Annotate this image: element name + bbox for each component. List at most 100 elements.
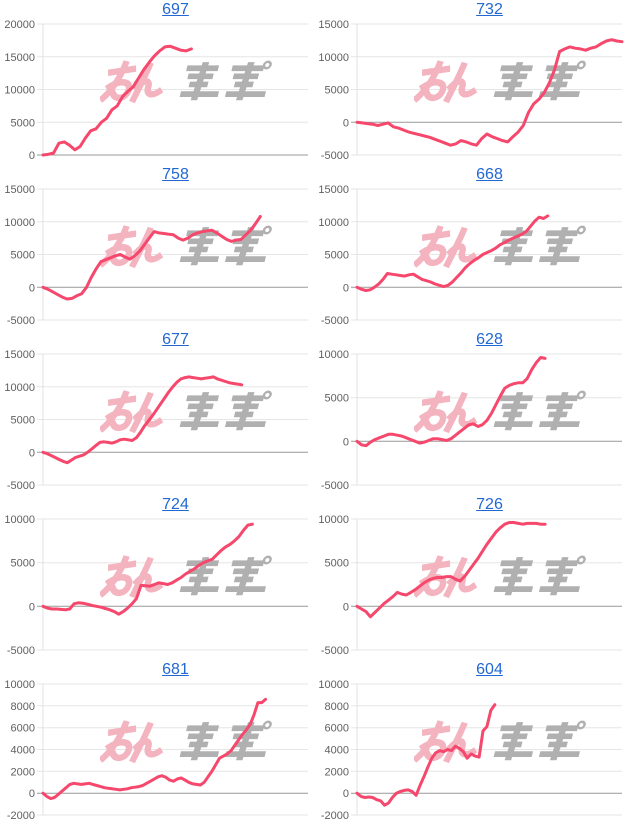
cumulative-series-line [41, 697, 268, 801]
line-chart: 15000 10000 5000 0 -5000 [318, 19, 624, 162]
chart-cell: 697 20000 15000 10000 5000 0 [0, 0, 314, 165]
y-tick-label: -5000 [7, 645, 35, 657]
line-chart: 10000 5000 0 -5000 [318, 349, 622, 492]
y-tick-label: 5000 [325, 393, 349, 405]
chart-title: 732 [357, 0, 622, 20]
y-tick-label: 10000 [318, 52, 349, 64]
y-tick-label: -2000 [7, 810, 35, 822]
cumulative-series-line [355, 521, 547, 619]
chart-cell: 681 10000 8000 6000 4000 2000 0 -2000 [0, 660, 314, 825]
y-tick-label: 5000 [325, 558, 349, 570]
line-chart: 10000 5000 0 -5000 [4, 514, 308, 657]
minrepo-watermark [417, 62, 587, 100]
minrepo-watermark [417, 722, 587, 760]
cumulative-series-line [355, 356, 547, 448]
y-tick-label: 0 [29, 788, 35, 800]
chart-title-link[interactable]: 724 [162, 496, 189, 513]
y-tick-label: -5000 [321, 645, 349, 657]
y-tick-label: 5000 [11, 250, 35, 262]
chart-cell: 732 15000 10000 5000 0 -5000 [314, 0, 628, 165]
y-tick-label: 15000 [4, 184, 35, 196]
chart-title: 677 [43, 330, 308, 350]
chart-title: 604 [357, 660, 622, 680]
chart-title: 724 [43, 495, 308, 515]
cumulative-series-line [41, 44, 193, 157]
y-tick-label: 10000 [318, 514, 349, 526]
y-tick-label: 0 [343, 282, 349, 294]
chart-title-link[interactable]: 681 [162, 661, 189, 678]
y-tick-label: -5000 [321, 150, 349, 162]
y-tick-label: 8000 [325, 701, 349, 713]
minrepo-watermark [417, 392, 587, 430]
cumulative-series-line [355, 214, 550, 292]
cumulative-series-line [41, 375, 244, 465]
y-tick-label: 5000 [11, 558, 35, 570]
chart-cell: 677 15000 10000 5000 0 -5000 [0, 330, 314, 495]
y-tick-label: -5000 [321, 480, 349, 492]
line-chart: 15000 10000 5000 0 -5000 [4, 349, 308, 492]
y-tick-label: 0 [29, 150, 35, 162]
y-tick-label: 5000 [325, 250, 349, 262]
y-tick-label: 10000 [4, 85, 35, 97]
line-chart: 20000 15000 10000 5000 0 [4, 19, 308, 162]
line-chart: 15000 10000 5000 0 -5000 [4, 184, 308, 327]
chart-title: 726 [357, 495, 622, 515]
chart-cell: 604 10000 8000 6000 4000 2000 0 -2000 [314, 660, 628, 825]
y-tick-label: 0 [343, 601, 349, 613]
y-tick-label: 10000 [4, 514, 35, 526]
y-tick-label: 15000 [4, 349, 35, 361]
chart-cell: 758 15000 10000 5000 0 -5000 [0, 165, 314, 330]
chart-title: 697 [43, 0, 308, 20]
y-tick-label: 5000 [11, 415, 35, 427]
minrepo-watermark [103, 557, 273, 595]
chart-title: 681 [43, 660, 308, 680]
y-tick-label: 10000 [4, 679, 35, 691]
chart-cell: 724 10000 5000 0 -5000 [0, 495, 314, 660]
y-tick-label: 4000 [11, 745, 35, 757]
chart-cell: 668 15000 10000 5000 0 -5000 [314, 165, 628, 330]
y-tick-label: -5000 [321, 315, 349, 327]
line-chart: 10000 8000 6000 4000 2000 0 -2000 [4, 679, 308, 822]
y-tick-label: 0 [29, 601, 35, 613]
cumulative-series-line [41, 522, 254, 616]
minrepo-watermark [417, 557, 587, 595]
y-tick-label: 5000 [325, 85, 349, 97]
y-tick-label: 10000 [318, 679, 349, 691]
line-chart: 10000 5000 0 -5000 [318, 514, 622, 657]
y-tick-label: 10000 [318, 349, 349, 361]
minrepo-watermark [103, 62, 273, 100]
chart-title-link[interactable]: 697 [162, 1, 189, 18]
chart-title-link[interactable]: 668 [476, 166, 503, 183]
cumulative-series-line [355, 38, 624, 147]
chart-title-link[interactable]: 628 [476, 331, 503, 348]
y-tick-label: 15000 [4, 52, 35, 64]
y-tick-label: -2000 [321, 810, 349, 822]
y-tick-label: -5000 [7, 480, 35, 492]
chart-title-link[interactable]: 758 [162, 166, 189, 183]
y-tick-label: 15000 [318, 19, 349, 31]
y-tick-label: 6000 [11, 723, 35, 735]
y-tick-label: 10000 [318, 217, 349, 229]
minrepo-watermark [417, 227, 587, 265]
chart-title: 758 [43, 165, 308, 185]
cumulative-series-line [41, 215, 262, 301]
y-tick-label: 0 [343, 117, 349, 129]
y-tick-label: 2000 [325, 766, 349, 778]
chart-title-link[interactable]: 726 [476, 496, 503, 513]
chart-title-link[interactable]: 604 [476, 661, 503, 678]
cumulative-series-line [355, 703, 497, 807]
line-chart: 10000 8000 6000 4000 2000 0 -2000 [318, 679, 622, 822]
y-tick-label: 5000 [11, 117, 35, 129]
chart-title-link[interactable]: 677 [162, 331, 189, 348]
y-tick-label: 0 [343, 788, 349, 800]
minrepo-watermark [103, 392, 273, 430]
chart-cell: 726 10000 5000 0 -5000 [314, 495, 628, 660]
y-tick-label: 0 [29, 282, 35, 294]
y-tick-label: 8000 [11, 701, 35, 713]
y-tick-label: 6000 [325, 723, 349, 735]
y-tick-label: 4000 [325, 745, 349, 757]
line-chart: 15000 10000 5000 0 -5000 [318, 184, 622, 327]
chart-title-link[interactable]: 732 [476, 1, 503, 18]
y-tick-label: 20000 [4, 19, 35, 31]
